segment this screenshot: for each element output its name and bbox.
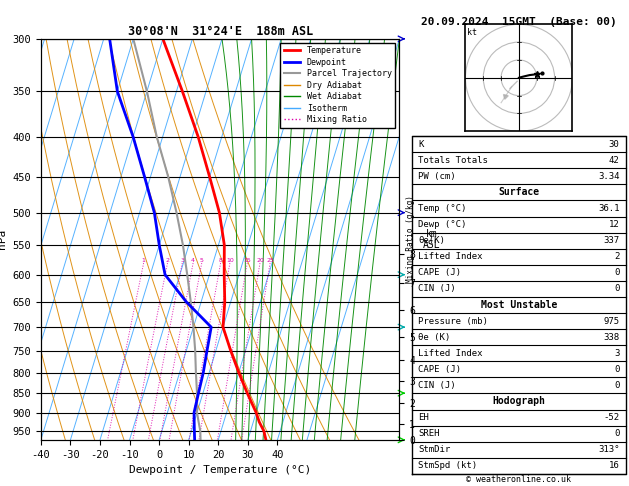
Text: 313°: 313° xyxy=(598,445,620,454)
Text: θe (K): θe (K) xyxy=(418,332,450,342)
Text: CAPE (J): CAPE (J) xyxy=(418,268,462,278)
Text: 16: 16 xyxy=(609,461,620,470)
Text: © weatheronline.co.uk: © weatheronline.co.uk xyxy=(467,475,571,484)
Text: PW (cm): PW (cm) xyxy=(418,172,456,181)
Text: EH: EH xyxy=(418,413,429,422)
Text: SREH: SREH xyxy=(418,429,440,438)
Text: Mixing Ratio (g/kg): Mixing Ratio (g/kg) xyxy=(406,195,415,283)
Text: 3.34: 3.34 xyxy=(598,172,620,181)
Text: 3: 3 xyxy=(181,258,184,263)
Text: kt: kt xyxy=(467,28,477,37)
Text: 0: 0 xyxy=(614,268,620,278)
Text: 0: 0 xyxy=(614,284,620,294)
Text: Totals Totals: Totals Totals xyxy=(418,156,488,165)
Text: 3: 3 xyxy=(614,349,620,358)
Text: Lifted Index: Lifted Index xyxy=(418,349,483,358)
Text: 4: 4 xyxy=(191,258,195,263)
Text: Hodograph: Hodograph xyxy=(493,397,545,406)
Text: θe(K): θe(K) xyxy=(418,236,445,245)
Legend: Temperature, Dewpoint, Parcel Trajectory, Dry Adiabat, Wet Adiabat, Isotherm, Mi: Temperature, Dewpoint, Parcel Trajectory… xyxy=(281,43,395,128)
Text: 975: 975 xyxy=(603,316,620,326)
Text: 20: 20 xyxy=(256,258,264,263)
Text: 12: 12 xyxy=(609,220,620,229)
Text: 337: 337 xyxy=(603,236,620,245)
Text: CIN (J): CIN (J) xyxy=(418,381,456,390)
Text: 10: 10 xyxy=(226,258,234,263)
Text: -52: -52 xyxy=(603,413,620,422)
Text: Temp (°C): Temp (°C) xyxy=(418,204,467,213)
Y-axis label: km
ASL: km ASL xyxy=(423,228,440,250)
Text: 25: 25 xyxy=(266,258,274,263)
Text: 20.09.2024  15GMT  (Base: 00): 20.09.2024 15GMT (Base: 00) xyxy=(421,17,617,27)
Text: 1: 1 xyxy=(142,258,145,263)
Text: Surface: Surface xyxy=(498,188,540,197)
Text: Dewp (°C): Dewp (°C) xyxy=(418,220,467,229)
Text: 2: 2 xyxy=(165,258,169,263)
Text: 0: 0 xyxy=(614,429,620,438)
Title: 30°08'N  31°24'E  188m ASL: 30°08'N 31°24'E 188m ASL xyxy=(128,25,313,38)
Text: StmDir: StmDir xyxy=(418,445,450,454)
Text: 15: 15 xyxy=(243,258,251,263)
Text: 42: 42 xyxy=(609,156,620,165)
Y-axis label: hPa: hPa xyxy=(0,229,7,249)
Text: StmSpd (kt): StmSpd (kt) xyxy=(418,461,477,470)
Text: Most Unstable: Most Unstable xyxy=(481,300,557,310)
Text: 2: 2 xyxy=(614,252,620,261)
Text: Pressure (mb): Pressure (mb) xyxy=(418,316,488,326)
Text: 8: 8 xyxy=(219,258,223,263)
Text: 0: 0 xyxy=(614,381,620,390)
Text: 30: 30 xyxy=(609,139,620,149)
Text: 36.1: 36.1 xyxy=(598,204,620,213)
Text: 0: 0 xyxy=(614,365,620,374)
Text: 338: 338 xyxy=(603,332,620,342)
Text: CAPE (J): CAPE (J) xyxy=(418,365,462,374)
X-axis label: Dewpoint / Temperature (°C): Dewpoint / Temperature (°C) xyxy=(129,465,311,475)
Text: 5: 5 xyxy=(200,258,204,263)
Text: K: K xyxy=(418,139,424,149)
Text: CIN (J): CIN (J) xyxy=(418,284,456,294)
Text: Lifted Index: Lifted Index xyxy=(418,252,483,261)
